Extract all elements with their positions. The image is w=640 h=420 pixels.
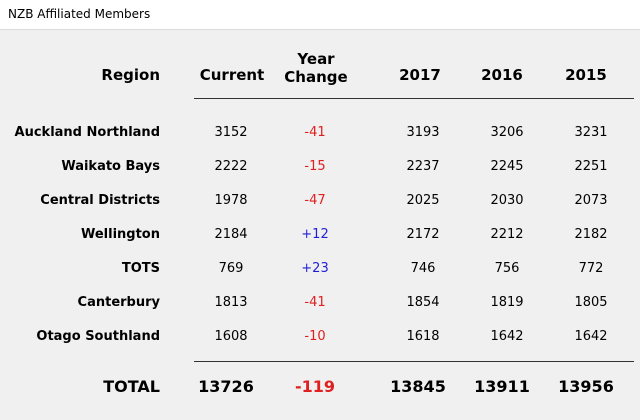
- row-y2017-cell: 2237: [406, 159, 440, 174]
- total-change: -119: [294, 377, 336, 396]
- row-change-cell: -41: [304, 125, 326, 140]
- row-y2017-cell: 3193: [406, 125, 440, 140]
- header-region: Region: [101, 66, 160, 84]
- row-change-cell: +12: [301, 227, 329, 242]
- row-region-label: TOTS: [121, 261, 160, 276]
- total-label: TOTAL: [103, 377, 160, 396]
- total-current: 13726: [198, 377, 254, 396]
- row-y2015-cell: 1642: [574, 329, 608, 344]
- header-2016: 2016: [481, 66, 523, 84]
- header-current: Current: [199, 66, 265, 84]
- total-2016: 13911: [474, 377, 530, 396]
- row-y2016-cell: 1642: [490, 329, 524, 344]
- row-current-cell: 1978: [214, 193, 248, 208]
- window-title: NZB Affiliated Members: [8, 7, 151, 21]
- row-y2015-cell: 2182: [574, 227, 608, 242]
- total-2017: 13845: [390, 377, 446, 396]
- row-change-cell: -41: [304, 295, 326, 310]
- row-y2015-cell: 1805: [574, 295, 608, 310]
- row-y2016-cell: 2030: [490, 193, 524, 208]
- row-region-label: Auckland Northland: [14, 125, 160, 140]
- window-titlebar: NZB Affiliated Members: [0, 0, 640, 30]
- total-divider: [194, 361, 634, 362]
- row-y2017-cell: 1618: [406, 329, 440, 344]
- row-y2017-cell: 2172: [406, 227, 440, 242]
- row-region-label: Wellington: [80, 227, 160, 242]
- row-y2015-cell: 772: [578, 261, 604, 276]
- header-divider: [194, 98, 634, 99]
- header-year-change-line1: Year: [297, 50, 335, 68]
- row-region-label: Canterbury: [77, 295, 160, 310]
- row-y2016-cell: 2245: [490, 159, 524, 174]
- row-region-label: Waikato Bays: [61, 159, 160, 174]
- header-year-change-line2: Change: [284, 68, 348, 86]
- header-2017: 2017: [399, 66, 441, 84]
- row-y2015-cell: 2073: [574, 193, 608, 208]
- row-y2017-cell: 746: [410, 261, 436, 276]
- row-region-label: Otago Southland: [36, 329, 160, 344]
- total-2015: 13956: [558, 377, 614, 396]
- row-y2016-cell: 756: [494, 261, 520, 276]
- row-change-cell: -10: [304, 329, 326, 344]
- row-y2017-cell: 1854: [406, 295, 440, 310]
- row-y2016-cell: 3206: [490, 125, 524, 140]
- row-y2016-cell: 2212: [490, 227, 524, 242]
- row-current-cell: 1608: [214, 329, 248, 344]
- row-y2017-cell: 2025: [406, 193, 440, 208]
- row-change-cell: -15: [304, 159, 326, 174]
- row-region-label: Central Districts: [40, 193, 160, 208]
- row-current-cell: 3152: [214, 125, 248, 140]
- row-current-cell: 769: [218, 261, 244, 276]
- header-2015: 2015: [565, 66, 607, 84]
- row-y2016-cell: 1819: [490, 295, 524, 310]
- row-change-cell: -47: [304, 193, 326, 208]
- row-y2015-cell: 2251: [574, 159, 608, 174]
- row-y2015-cell: 3231: [574, 125, 608, 140]
- row-current-cell: 2222: [214, 159, 248, 174]
- row-change-cell: +23: [301, 261, 329, 276]
- row-current-cell: 2184: [214, 227, 248, 242]
- row-current-cell: 1813: [214, 295, 248, 310]
